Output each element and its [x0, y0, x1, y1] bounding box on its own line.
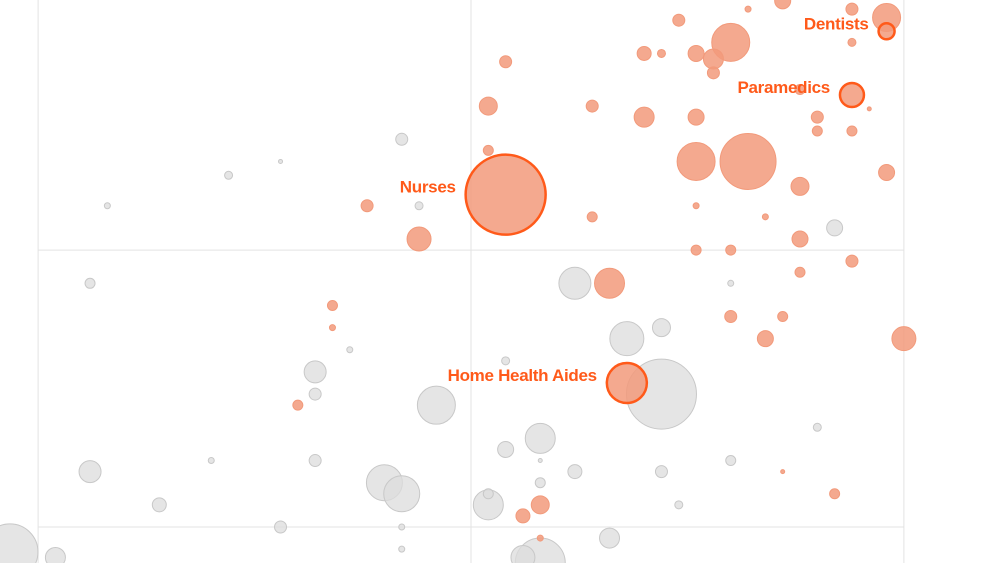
bubble-health-occupation[interactable] [656, 48, 666, 58]
bubble-health-occupation[interactable] [499, 55, 513, 69]
bubble-health-occupation[interactable] [846, 125, 858, 137]
bubble-health-occupation[interactable] [672, 13, 686, 27]
bubble-health-occupation[interactable] [692, 202, 700, 210]
bubble-other-occupation[interactable] [674, 500, 684, 510]
bubble-other-occupation[interactable] [727, 279, 735, 287]
bubble-health-occupation[interactable] [687, 108, 705, 126]
bubble-other-occupation[interactable] [414, 201, 424, 211]
bubble-health-occupation[interactable] [530, 495, 550, 515]
bubble-health-occupation[interactable] [794, 83, 806, 95]
highlighted-bubble[interactable] [464, 153, 547, 236]
bubble-health-occupation[interactable] [536, 534, 544, 542]
bubble-health-occupation[interactable] [811, 125, 823, 137]
bubble-health-occupation[interactable] [866, 106, 872, 112]
bubble-health-occupation[interactable] [777, 311, 789, 323]
bubble-health-occupation[interactable] [585, 99, 599, 113]
bubble-health-occupation[interactable] [791, 230, 809, 248]
bubble-other-occupation[interactable] [398, 545, 406, 553]
bubble-health-occupation[interactable] [756, 330, 774, 348]
bubble-other-occupation[interactable] [274, 520, 288, 534]
bubble-health-occupation[interactable] [829, 488, 841, 500]
bubble-health-occupation[interactable] [845, 254, 859, 268]
bubble-other-occupation[interactable] [510, 544, 536, 563]
bubble-other-occupation[interactable] [654, 465, 668, 479]
bubble-health-occupation[interactable] [711, 22, 751, 62]
bubble-other-occupation[interactable] [44, 546, 66, 563]
bubble-health-occupation[interactable] [636, 45, 652, 61]
bubble-other-occupation[interactable] [558, 266, 592, 300]
bubble-health-occupation[interactable] [594, 267, 626, 299]
bubble-other-occupation[interactable] [303, 360, 327, 384]
bubble-other-occupation[interactable] [84, 277, 96, 289]
bubble-other-occupation[interactable] [308, 387, 322, 401]
bubble-health-occupation[interactable] [724, 310, 738, 324]
bubble-other-occupation[interactable] [0, 523, 39, 563]
bubble-other-occupation[interactable] [567, 464, 583, 480]
bubble-health-occupation[interactable] [780, 469, 786, 475]
bubble-health-occupation[interactable] [482, 144, 494, 156]
bubble-health-occupation[interactable] [761, 213, 769, 221]
bubble-other-occupation[interactable] [207, 457, 215, 465]
bubble-health-occupation[interactable] [292, 399, 304, 411]
bubble-other-occupation[interactable] [383, 475, 421, 513]
bubble-health-occupation[interactable] [326, 299, 338, 311]
gridlines [37, 0, 905, 563]
bubble-other-occupation[interactable] [537, 458, 543, 464]
bubble-health-occupation[interactable] [794, 266, 806, 278]
bubble-other-occupation[interactable] [151, 497, 167, 513]
bubble-label: Nurses [400, 178, 456, 197]
bubble-other-occupation[interactable] [482, 488, 494, 500]
bubble-other-occupation[interactable] [395, 132, 409, 146]
bubble-label: Paramedics [737, 78, 829, 97]
bubble-other-occupation[interactable] [416, 385, 456, 425]
bubble-other-occupation[interactable] [651, 318, 671, 338]
bubble-health-occupation[interactable] [878, 164, 896, 182]
highlighted-bubble[interactable] [838, 81, 866, 109]
bubble-health-occupation[interactable] [676, 141, 716, 181]
bubble-other-occupation[interactable] [812, 422, 822, 432]
bubble-other-occupation[interactable] [725, 455, 737, 467]
bubble-other-occupation[interactable] [501, 356, 511, 366]
bubble-health-occupation[interactable] [706, 66, 720, 80]
bubble-health-occupation[interactable] [719, 132, 777, 190]
bubble-health-occupation[interactable] [328, 324, 336, 332]
bubble-health-occupation[interactable] [586, 211, 598, 223]
bubble-other-occupation[interactable] [398, 523, 406, 531]
bubble-health-occupation[interactable] [633, 106, 655, 128]
bubble-other-occupation[interactable] [599, 527, 621, 549]
bubble-other-occupation[interactable] [78, 460, 102, 484]
highlighted-bubble[interactable] [605, 361, 649, 405]
bubble-other-occupation[interactable] [524, 422, 556, 454]
bubble-other-occupation[interactable] [308, 454, 322, 468]
bubble-health-occupation[interactable] [810, 110, 824, 124]
bubble-label: Home Health Aides [448, 366, 597, 385]
bubble-health-occupation[interactable] [702, 48, 724, 70]
bubble-other-occupation[interactable] [534, 477, 546, 489]
highlighted-bubble[interactable] [877, 22, 896, 41]
bubble-health-occupation[interactable] [774, 0, 792, 10]
bubble-health-occupation[interactable] [515, 508, 531, 524]
bubble-health-occupation[interactable] [690, 244, 702, 256]
bubble-health-occupation[interactable] [406, 226, 432, 252]
bubble-other-occupation[interactable] [103, 202, 111, 210]
bubble-other-occupation[interactable] [224, 170, 234, 180]
bubble-other-occupation[interactable] [497, 440, 515, 458]
bubble-health-occupation[interactable] [478, 96, 498, 116]
bubble-other-occupation[interactable] [346, 346, 354, 354]
bubbles [0, 0, 917, 563]
bubble-other-occupation[interactable] [609, 321, 645, 357]
bubble-health-occupation[interactable] [360, 199, 374, 213]
highlighted-bubbles: Nurses Home Health Aides Paramedics Dentist… [400, 14, 896, 405]
bubble-health-occupation[interactable] [790, 176, 810, 196]
bubble-label: Dentists [804, 14, 869, 33]
bubble-health-occupation[interactable] [847, 37, 857, 47]
bubble-health-occupation[interactable] [891, 326, 917, 352]
bubble-health-occupation[interactable] [744, 5, 752, 13]
bubble-other-occupation[interactable] [826, 219, 844, 237]
bubble-health-occupation[interactable] [687, 44, 705, 62]
bubble-health-occupation[interactable] [725, 244, 737, 256]
bubble-health-occupation[interactable] [845, 2, 859, 16]
bubble-other-occupation[interactable] [278, 158, 284, 164]
